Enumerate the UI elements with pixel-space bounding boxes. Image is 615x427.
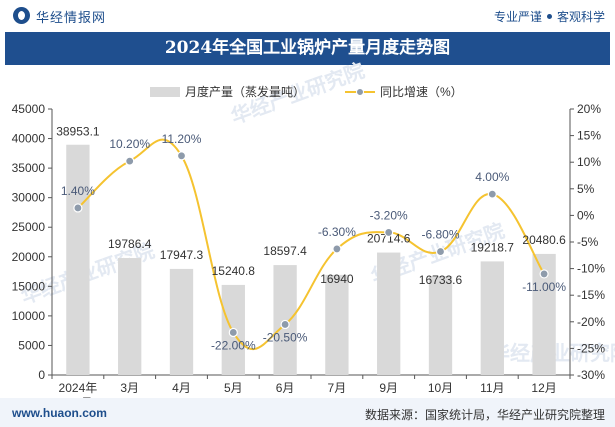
growth-value-label: -22.00% (211, 338, 256, 352)
bar (377, 252, 401, 375)
slogan-right: 客观科学 (556, 10, 605, 24)
growth-marker (228, 327, 238, 338)
x-tick-label: 11月 (480, 381, 504, 395)
y-left-tick-label: 15000 (12, 279, 46, 293)
y-left-tick-label: 45000 (12, 102, 46, 116)
growth-marker (73, 203, 83, 213)
slogan-left: 专业严谨 (493, 10, 542, 24)
y-right-tick-label: -10% (577, 262, 605, 276)
y-right-tick-label: -25% (577, 341, 605, 355)
top-bar: 华经情报网 专业严谨 客观科学 (0, 0, 615, 31)
legend-bar-swatch (150, 87, 180, 97)
y-left-tick-label: 35000 (12, 161, 46, 175)
growth-value-label: 1.40% (61, 184, 95, 198)
growth-marker (125, 156, 135, 166)
bar (118, 258, 142, 375)
x-tick-label: 10月 (428, 381, 453, 395)
bar-value-label: 20480.6 (522, 233, 566, 247)
y-right-tick-label: 0% (577, 208, 595, 222)
x-tick-label: 5月 (224, 381, 243, 395)
y-right-tick-label: 15% (577, 129, 601, 143)
y-right-tick-label: 10% (577, 155, 601, 169)
growth-value-label: -11.00% (522, 280, 566, 294)
growth-value-label: -6.30% (318, 225, 356, 239)
chart-title: 2024年全国工业锅炉产量月度走势图 (5, 32, 610, 65)
footer-bar: www.huaon.com 数据来源：国家统计局，华经产业研究院整理 (0, 398, 615, 427)
bar-value-label: 16940 (320, 272, 354, 286)
y-right-tick-label: -5% (577, 235, 599, 249)
growth-line (77, 138, 545, 351)
y-left-tick-label: 25000 (12, 220, 46, 234)
growth-marker (332, 244, 342, 254)
growth-value-label: -3.20% (370, 208, 408, 222)
huajing-logo-icon (13, 7, 30, 24)
growth-marker (487, 189, 497, 199)
bar-value-label: 19786.4 (108, 237, 152, 251)
bar-value-label: 16733.6 (419, 273, 463, 287)
bar (325, 274, 349, 375)
y-right-tick-label: -15% (577, 288, 605, 302)
bar-value-label: 18597.4 (263, 244, 307, 258)
x-tick-label: 12月 (531, 381, 556, 395)
data-source: 数据来源：国家统计局，华经产业研究院整理 (364, 408, 605, 422)
slogan: 专业严谨 客观科学 (494, 8, 605, 25)
growth-value-label: 11.20% (162, 132, 202, 146)
legend-line-label: 同比增速（%） (380, 85, 463, 99)
bar (532, 253, 556, 375)
x-tick-label: 7月 (328, 381, 347, 395)
growth-marker (384, 227, 394, 238)
bullet-dot-icon (546, 14, 552, 19)
bar (428, 276, 453, 375)
y-left-tick-label: 20000 (12, 250, 46, 264)
y-left-tick-label: 30000 (12, 191, 46, 205)
y-right-tick-label: -30% (577, 368, 605, 382)
y-left-tick-label: 0 (38, 368, 45, 382)
growth-value-label: -6.80% (421, 228, 459, 242)
bar-value-label: 19218.7 (471, 240, 515, 254)
y-left-tick-label: 40000 (12, 132, 46, 146)
bar-value-label: 38953.1 (56, 125, 100, 139)
growth-marker (280, 319, 290, 330)
site-name: 华经情报网 (36, 10, 107, 25)
y-right-tick-label: 5% (577, 182, 595, 196)
growth-value-label: 10.20% (109, 137, 150, 151)
bar (169, 268, 194, 375)
growth-marker (176, 151, 187, 161)
bar-value-label: 17947.3 (160, 248, 204, 262)
bar-value-label: 15240.8 (212, 264, 256, 278)
x-tick-label: 6月 (276, 381, 295, 395)
x-tick-label: 9月 (379, 381, 398, 395)
y-left-tick-label: 5000 (18, 338, 45, 352)
legend-bar-label: 月度产量（蒸发量吨） (185, 84, 305, 99)
bar (480, 261, 504, 375)
x-tick-label: 3月 (120, 381, 139, 395)
y-right-tick-label: -20% (577, 315, 605, 329)
legend-line-marker (356, 88, 364, 96)
growth-value-label: -20.50% (263, 330, 308, 344)
x-tick-label: 4月 (172, 381, 191, 395)
bar-value-label: 20714.6 (367, 232, 411, 246)
growth-value-label: 4.00% (475, 170, 509, 184)
y-right-tick-label: 20% (577, 102, 601, 116)
y-left-tick-label: 10000 (12, 309, 46, 323)
footer-url[interactable]: www.huaon.com (12, 406, 107, 420)
bar (66, 144, 90, 375)
growth-marker (435, 246, 446, 257)
growth-marker (539, 269, 549, 279)
